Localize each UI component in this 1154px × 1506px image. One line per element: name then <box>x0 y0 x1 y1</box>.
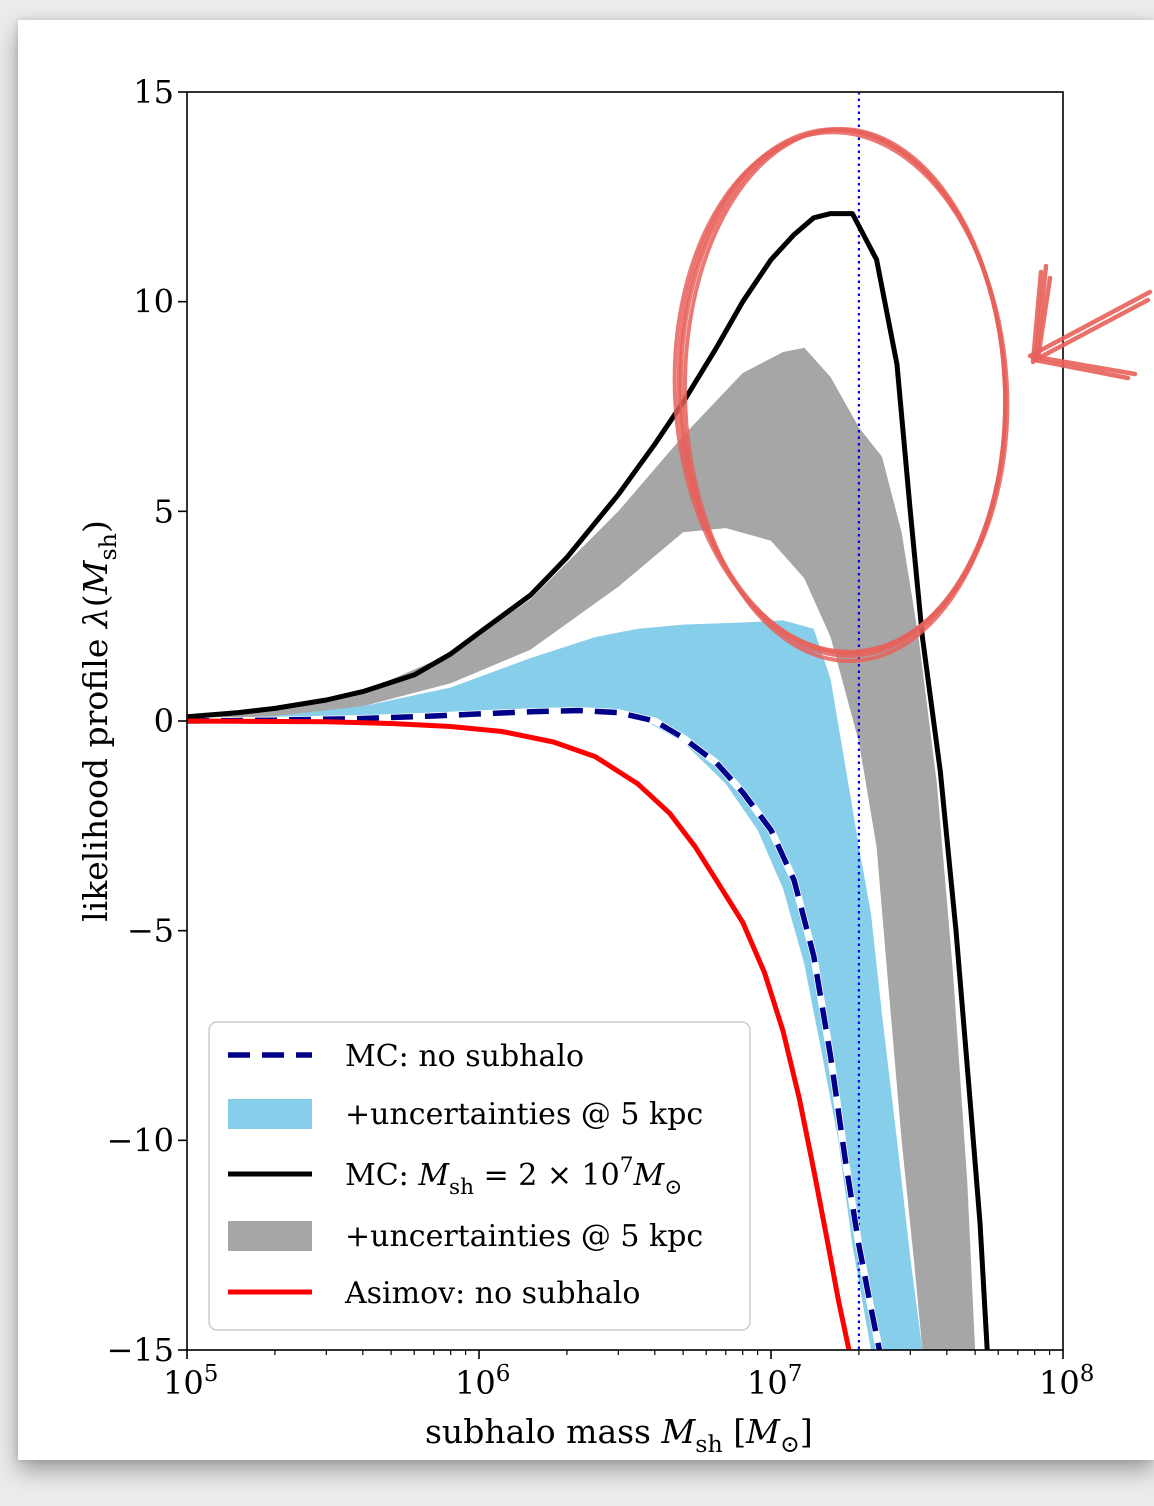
y-tick-label: 0 <box>154 702 174 740</box>
x-tick-label: 105 <box>163 1361 218 1402</box>
legend-label: MC: no subhalo <box>345 1039 584 1074</box>
legend-label: Asimov: no subhalo <box>344 1276 640 1311</box>
y-tick-label: −5 <box>127 912 174 950</box>
y-tick-label: −15 <box>106 1331 174 1369</box>
y-tick-label: 5 <box>154 492 174 530</box>
x-tick-label: 106 <box>455 1361 510 1402</box>
y-tick-label: −10 <box>106 1121 174 1159</box>
legend-swatch-lightblue <box>228 1099 312 1129</box>
x-tick-label: 108 <box>1039 1361 1094 1402</box>
series-line-asimov <box>187 718 852 1350</box>
hand-drawn-annotation <box>672 127 1153 663</box>
legend-box <box>208 1021 751 1331</box>
annotation-arrow-stroke <box>1033 263 1049 363</box>
series-line-mc-no-subhalo <box>187 707 883 1350</box>
annotation-ellipse-stroke <box>676 127 1008 655</box>
y-tick-label: 15 <box>133 73 174 111</box>
annotation-arrow-stroke <box>1035 275 1053 361</box>
y-axis-label: likelihood profile λ(Msh) <box>76 520 122 922</box>
annotation-arrow-stroke <box>1027 289 1153 377</box>
y-tick-label: 10 <box>133 283 174 321</box>
legend-label: MC: Msh = 2 × 107M⊙ <box>345 1153 682 1200</box>
series-line-mc-2e7 <box>187 211 990 1350</box>
legend-label: +uncertainties @ 5 kpc <box>345 1097 703 1132</box>
legend-label: +uncertainties @ 5 kpc <box>345 1219 703 1254</box>
x-tick-label: 107 <box>747 1361 802 1402</box>
x-axis-label: subhalo mass Msh [M⊙] <box>425 1412 813 1458</box>
legend-swatch-gray <box>228 1221 312 1251</box>
annotation-arrow-stroke <box>1030 269 1044 365</box>
